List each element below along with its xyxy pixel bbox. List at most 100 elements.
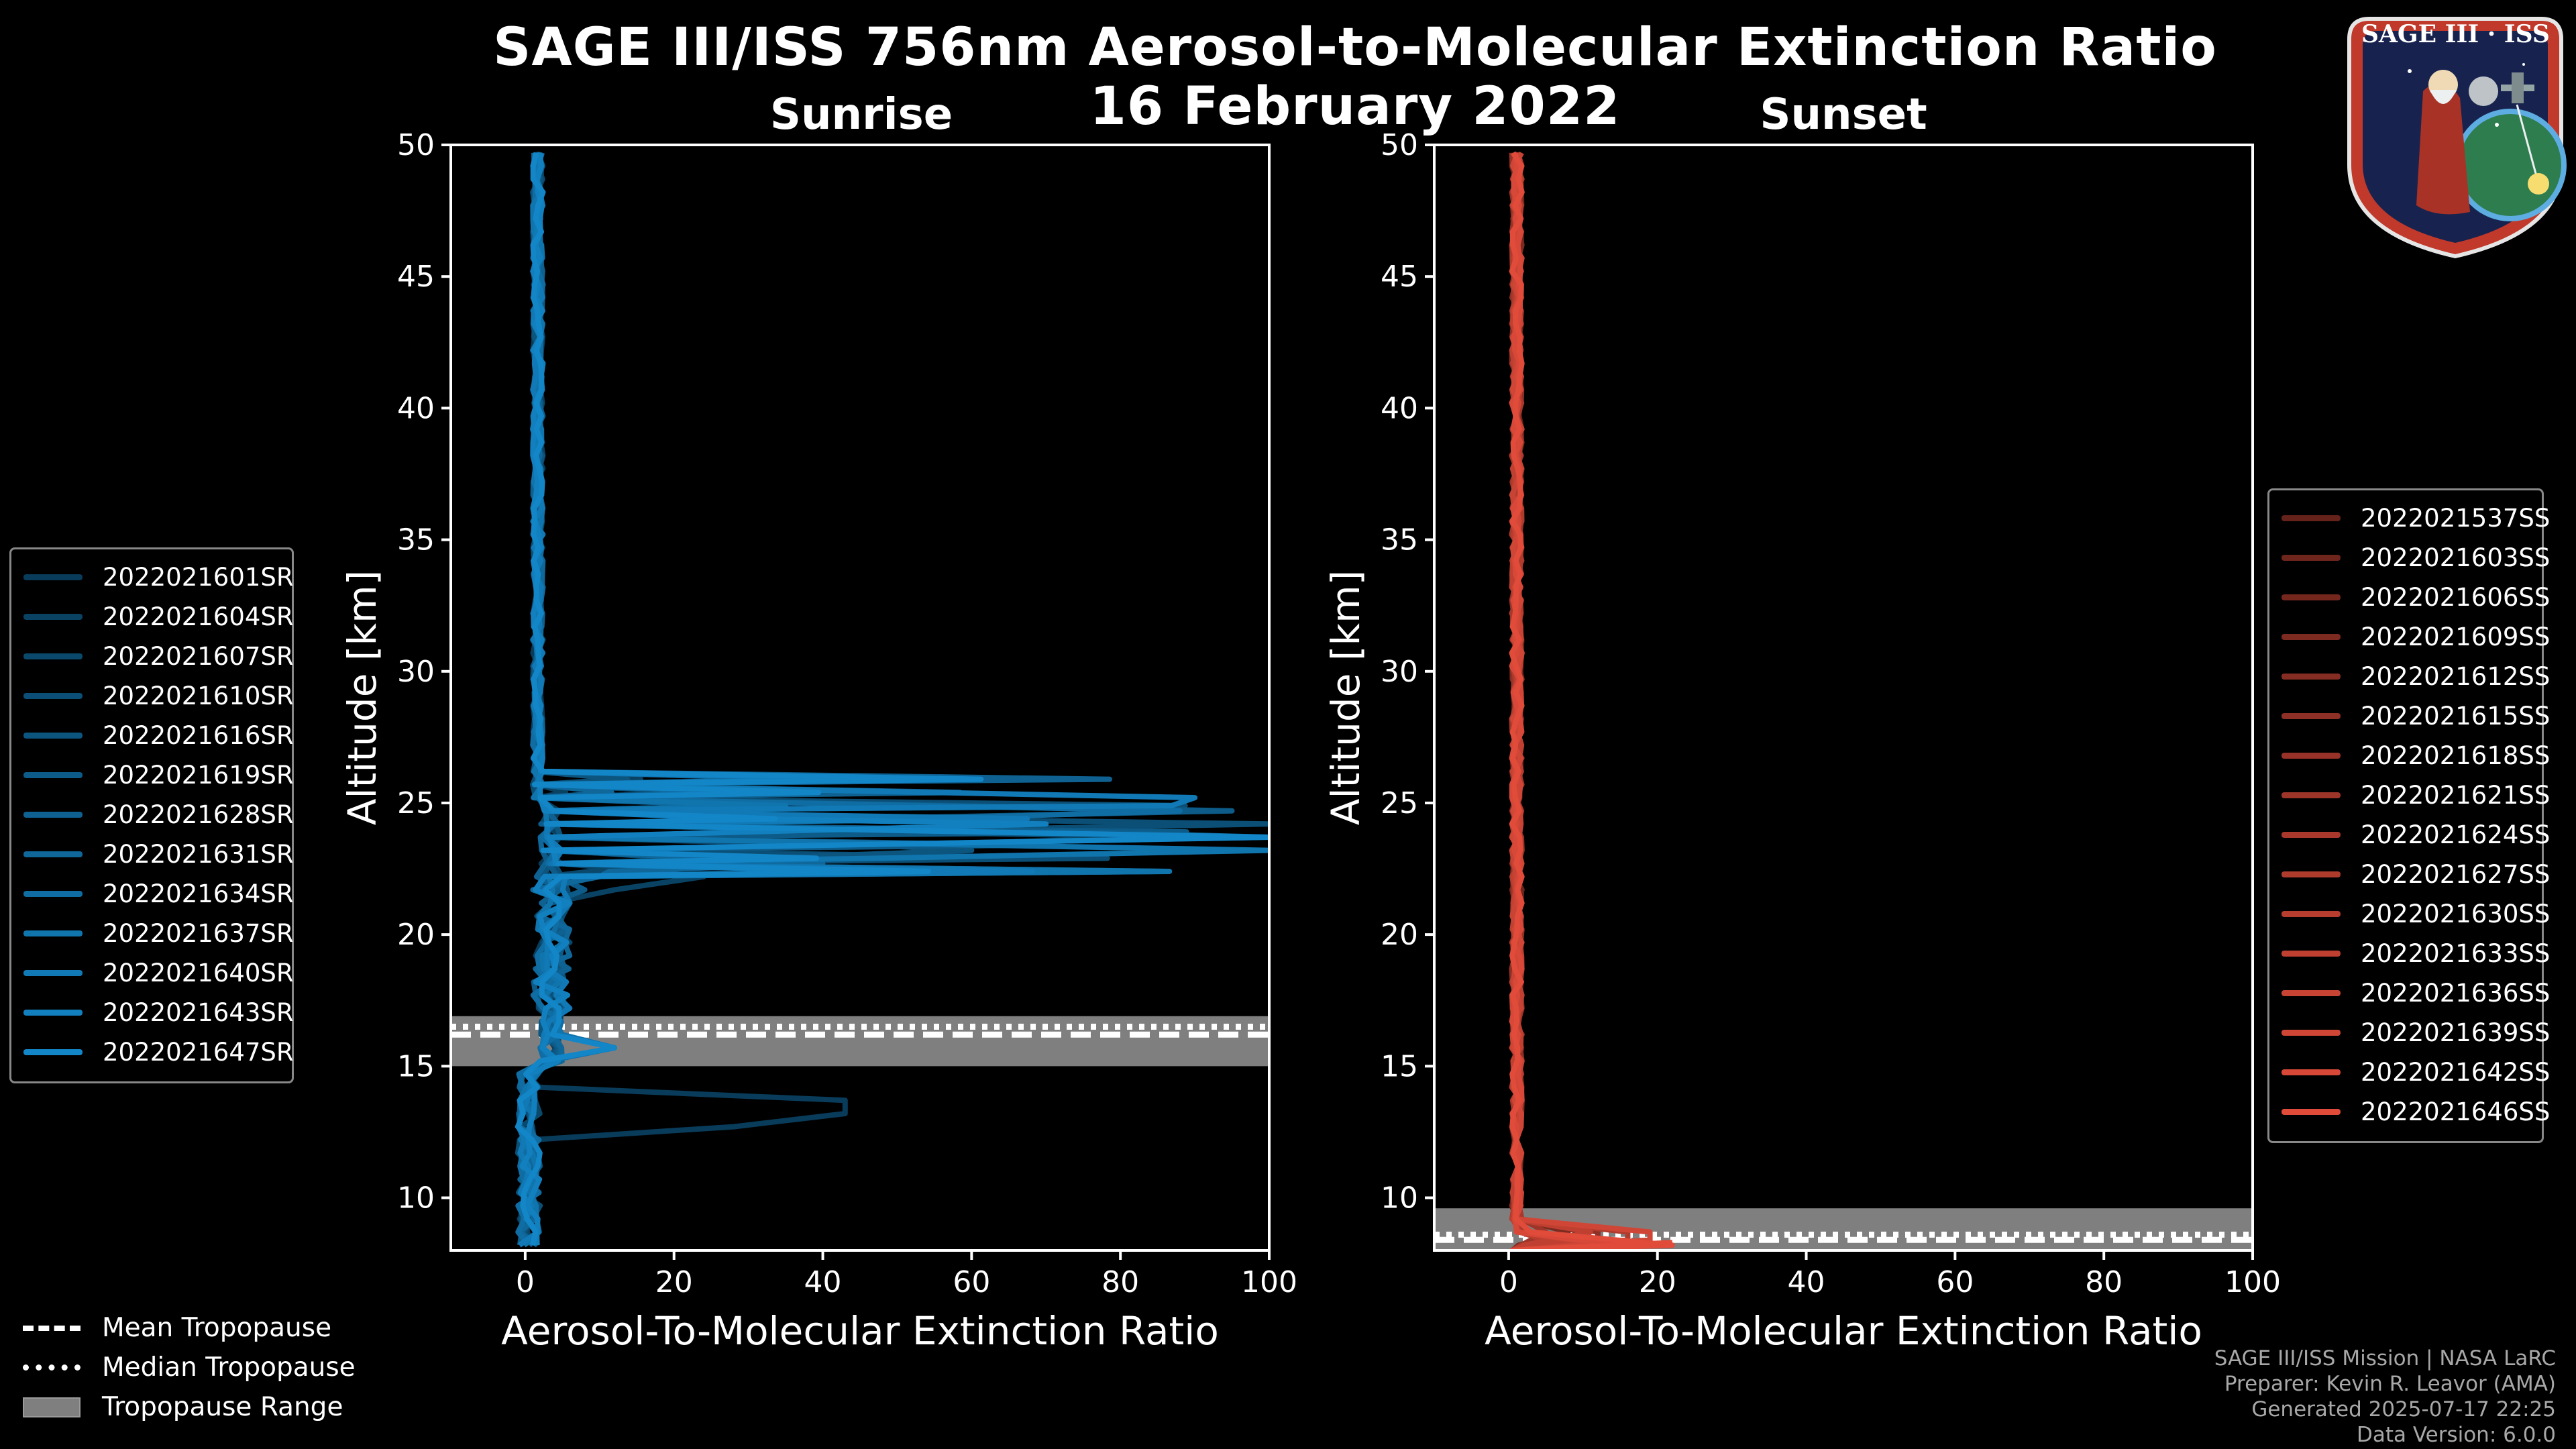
legend-swatch xyxy=(23,574,83,580)
sunrise-series-2022021601SR xyxy=(517,151,848,1247)
legend-swatch xyxy=(2282,871,2341,877)
legend-swatch xyxy=(2282,792,2341,798)
sunset-series-2022021612SS xyxy=(1509,152,1646,1250)
credit-mission: SAGE III/ISS Mission | NASA LaRC xyxy=(2214,1346,2556,1371)
sunrise-series-2022021647SR xyxy=(515,152,1269,1246)
legend-swatch xyxy=(2282,594,2341,600)
legend-label: 2022021646SS xyxy=(2361,1097,2551,1126)
sunset-ytick-label-40: 40 xyxy=(1381,391,1418,425)
sunset-xtick-label-100: 100 xyxy=(2224,1265,2281,1299)
legend-item-2022021636SS: 2022021636SS xyxy=(2282,973,2550,1013)
legend-swatch xyxy=(2282,951,2341,957)
legend-item-2022021646SS: 2022021646SS xyxy=(2282,1092,2550,1132)
legend-swatch xyxy=(2282,515,2341,521)
sunrise-series-2022021631SR xyxy=(517,152,826,1248)
legend-label: 2022021609SS xyxy=(2361,623,2551,651)
legend-mean-tropopause: Mean Tropopause xyxy=(23,1308,356,1348)
legend-swatch xyxy=(23,772,83,778)
sunrise-axes-frame xyxy=(449,144,1271,1252)
sunrise-series-2022021640SR xyxy=(515,152,1198,1248)
sunrise-series-2022021634SR xyxy=(515,152,1183,1247)
sunset-xtick-label-40: 40 xyxy=(1788,1265,1825,1299)
legend-label: 2022021624SS xyxy=(2361,820,2551,849)
sunset-yaxis-label: Altitude [km] xyxy=(1323,570,1368,825)
sunset-series-2022021618SS xyxy=(1509,152,1660,1250)
sunset-series-2022021639SS xyxy=(1509,152,1653,1250)
legend-label: 2022021640SR xyxy=(103,959,294,987)
sunrise-ytick-label-40: 40 xyxy=(397,391,435,425)
legend-label: 2022021642SS xyxy=(2361,1058,2551,1087)
sunset-xtick-label-80: 80 xyxy=(2085,1265,2123,1299)
sunset-legend: 2022021537SS 2022021603SS 2022021606SS 2022… xyxy=(2267,488,2550,1143)
sunrise-series-2022021610SR xyxy=(515,152,1269,1246)
sunrise-series-2022021607SR xyxy=(517,152,1161,1247)
sunset-axes-frame xyxy=(1433,144,2254,1252)
figure-date: 16 February 2022 xyxy=(1089,76,1621,137)
legend-swatch xyxy=(2282,911,2341,917)
legend-label: 2022021610SR xyxy=(103,682,294,710)
legend-label: 2022021619SR xyxy=(103,761,294,790)
sunset-series-2022021615SS xyxy=(1509,152,1601,1250)
sunrise-ytick-label-15: 15 xyxy=(397,1049,435,1083)
sunrise-ytick-label-10: 10 xyxy=(397,1181,435,1216)
legend-swatch xyxy=(23,1010,83,1016)
sunrise-ytick-label-45: 45 xyxy=(397,260,435,294)
legend-mean-label: Mean Tropopause xyxy=(102,1313,332,1343)
sunset-ytick-label-10: 10 xyxy=(1381,1181,1418,1216)
sunset-subplot-title: Sunset xyxy=(1760,90,1927,140)
legend-swatch xyxy=(2282,713,2341,719)
legend-label: 2022021604SR xyxy=(103,602,294,631)
sunset-ytick-label-25: 25 xyxy=(1381,786,1418,820)
legend-item-2022021618SS: 2022021618SS xyxy=(2282,736,2550,775)
legend-label: 2022021606SS xyxy=(2361,583,2551,612)
sunrise-ytick-label-50: 50 xyxy=(397,128,435,162)
sunrise-xtick-label-20: 20 xyxy=(655,1265,693,1299)
sunset-series-2022021636SS xyxy=(1509,152,1609,1250)
legend-item-2022021610SR: 2022021610SR xyxy=(23,676,294,716)
credit-generated: Generated 2025-07-17 22:25 xyxy=(2251,1397,2556,1421)
legend-swatch xyxy=(2282,990,2341,996)
dotted-line-swatch xyxy=(23,1364,80,1371)
credit-version: Data Version: 6.0.0 xyxy=(2356,1423,2556,1447)
sunrise-series-2022021628SR xyxy=(517,151,1269,1248)
sunset-xtick-label-0: 0 xyxy=(1499,1265,1518,1299)
legend-swatch xyxy=(23,733,83,739)
legend-swatch xyxy=(2282,1069,2341,1075)
sunrise-xtick-label-0: 0 xyxy=(516,1265,535,1299)
legend-swatch xyxy=(23,1049,83,1055)
legend-swatch xyxy=(2282,753,2341,759)
legend-swatch xyxy=(23,693,83,699)
sunrise-xaxis-label: Aerosol-To-Molecular Extinction Ratio xyxy=(501,1308,1219,1354)
sunrise-xtick-label-100: 100 xyxy=(1241,1265,1297,1299)
legend-swatch xyxy=(23,891,83,897)
sunrise-xtick-label-60: 60 xyxy=(953,1265,990,1299)
sunrise-legend: 2022021601SR 2022021604SR 2022021607SR 2022… xyxy=(9,547,294,1083)
legend-item-2022021537SS: 2022021537SS xyxy=(2282,498,2550,538)
range-band-swatch xyxy=(23,1397,80,1417)
legend-item-2022021631SR: 2022021631SR xyxy=(23,835,294,874)
sunrise-series-2022021616SR xyxy=(516,152,975,1246)
sunrise-series-2022021619SR xyxy=(517,152,1235,1246)
legend-swatch xyxy=(23,812,83,818)
legend-swatch xyxy=(2282,555,2341,561)
figure-title: SAGE III/ISS 756nm Aerosol-to-Molecular … xyxy=(493,17,2217,78)
legend-item-2022021616SR: 2022021616SR xyxy=(23,716,294,755)
legend-swatch xyxy=(2282,1109,2341,1115)
sunrise-series-2022021637SR xyxy=(517,152,1269,1248)
legend-item-2022021624SS: 2022021624SS xyxy=(2282,815,2550,855)
sunset-ytick-label-35: 35 xyxy=(1381,523,1418,557)
legend-swatch xyxy=(23,653,83,659)
legend-label: 2022021618SS xyxy=(2361,741,2551,770)
legend-swatch xyxy=(23,930,83,936)
legend-label: 2022021603SS xyxy=(2361,543,2551,572)
legend-item-2022021634SR: 2022021634SR xyxy=(23,874,294,914)
sunrise-ytick-label-20: 20 xyxy=(397,918,435,952)
sunset-series-2022021627SS xyxy=(1509,152,1631,1250)
legend-item-2022021628SR: 2022021628SR xyxy=(23,795,294,835)
legend-label: 2022021537SS xyxy=(2361,504,2551,533)
legend-item-2022021607SR: 2022021607SR xyxy=(23,637,294,676)
legend-item-2022021639SS: 2022021639SS xyxy=(2282,1013,2550,1053)
legend-label: 2022021637SR xyxy=(103,919,294,948)
